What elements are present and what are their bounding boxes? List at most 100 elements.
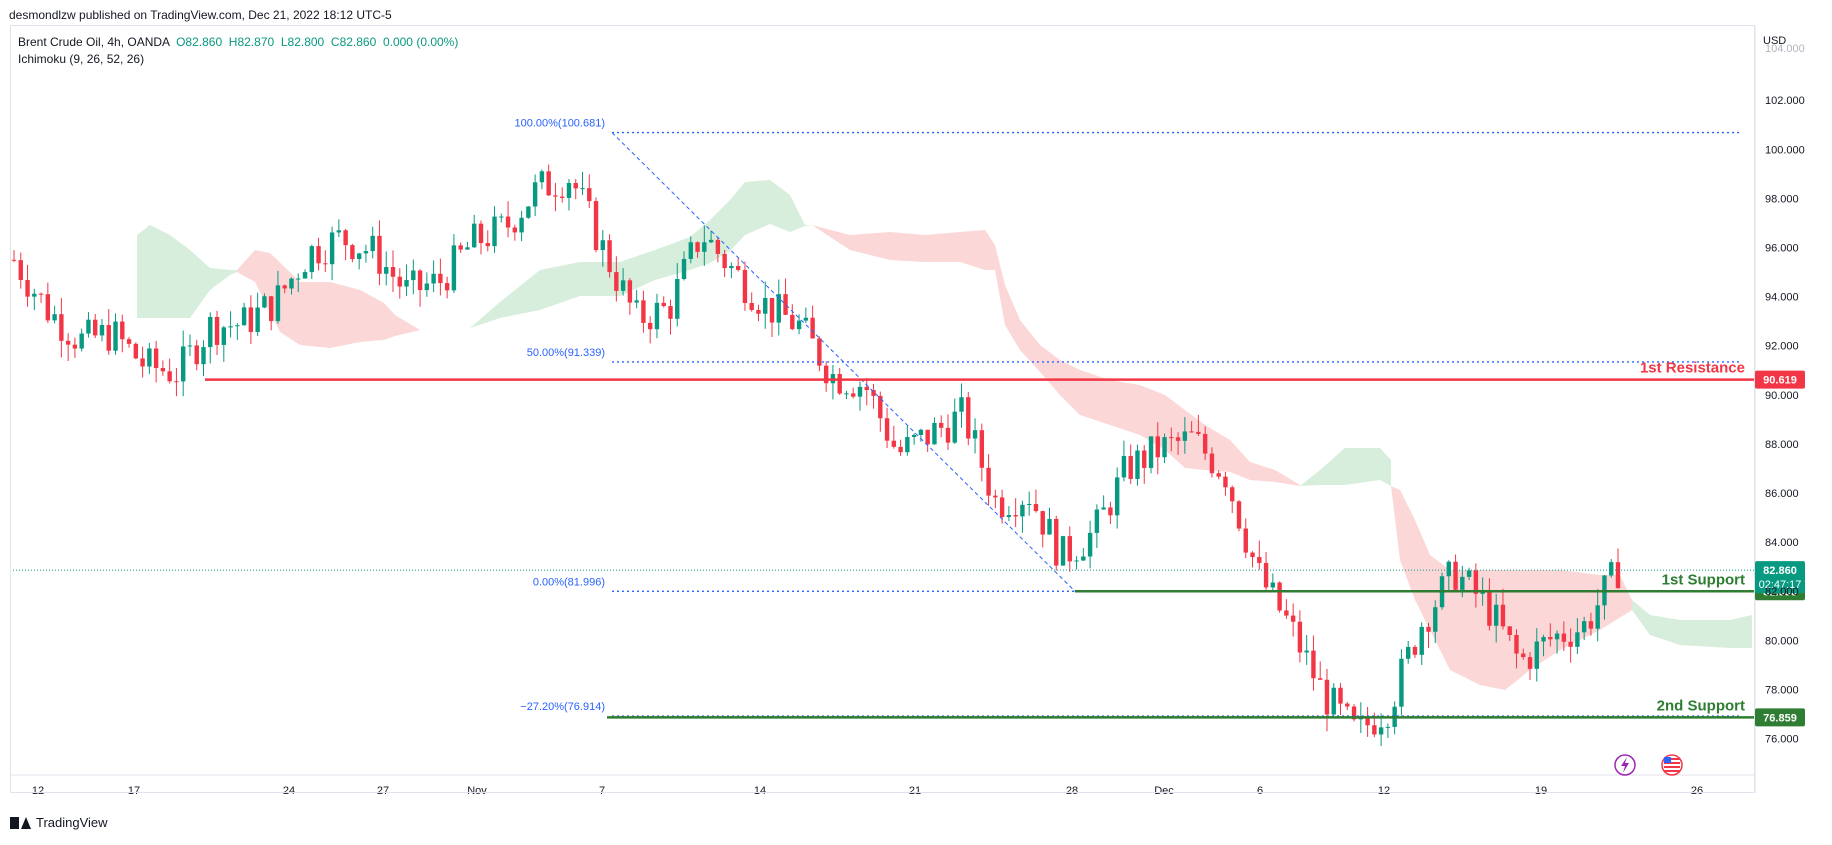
candle-bullish [499, 216, 504, 218]
candle-bullish [472, 223, 477, 248]
candle-bearish [167, 371, 172, 382]
candle-bearish [864, 386, 869, 391]
time-axis-tick: Nov [467, 785, 487, 797]
candle-bullish [681, 258, 687, 279]
candle-bullish [688, 242, 693, 259]
time-axis-tick: 27 [377, 785, 389, 797]
candle-bearish [1426, 626, 1431, 632]
candle-bearish [939, 422, 944, 428]
candle-bullish [566, 182, 572, 198]
candle-bearish [248, 307, 254, 332]
candle-bullish [363, 251, 369, 254]
last-price-label: 82.860 [1763, 565, 1797, 577]
candle-bullish [675, 278, 680, 319]
candle-bullish [86, 319, 91, 334]
ichimoku-cloud-bearish [812, 225, 1300, 486]
publish-info: desmondlzw published on TradingView.com,… [9, 8, 392, 22]
ichimoku-cloud-bearish [237, 250, 470, 348]
candle-bearish [1527, 657, 1533, 669]
ichimoku-cloud-bullish [470, 180, 812, 328]
candle-bearish [614, 272, 619, 291]
candle-bearish [38, 293, 44, 295]
candle-bullish [431, 273, 436, 284]
time-axis-tick: 6 [1257, 785, 1263, 797]
candle-bearish [627, 280, 633, 303]
candle-bearish [478, 223, 484, 244]
currency-label: USD [1763, 35, 1787, 47]
candle-bearish [553, 195, 558, 197]
candle-bullish [1047, 518, 1052, 535]
candle-bearish [742, 269, 748, 303]
candle-bearish [945, 427, 951, 443]
candle-bearish [573, 182, 578, 189]
candle-bullish [451, 245, 457, 291]
candle-bearish [1202, 433, 1208, 454]
candle-bearish [1290, 615, 1296, 622]
candle-bearish [397, 276, 402, 287]
candle-bearish [1365, 716, 1370, 726]
candle-bearish [417, 270, 423, 291]
candle-bullish [776, 294, 781, 323]
price-tag-label: 90.619 [1763, 375, 1797, 387]
ichimoku-cloud-bullish [1300, 448, 1391, 486]
time-axis-tick: 19 [1535, 785, 1547, 797]
candle-bullish [1541, 637, 1546, 642]
candle-bearish [1236, 501, 1242, 529]
level-label: 1st Resistance [1640, 360, 1745, 377]
candle-bullish [1378, 727, 1384, 735]
candle-bearish [715, 239, 721, 254]
candle-bearish [837, 374, 842, 394]
candle-bearish [1250, 552, 1255, 558]
level-label: 2nd Support [1657, 697, 1745, 714]
candle-bearish [485, 243, 490, 247]
candle-bullish [411, 270, 416, 281]
candle-bearish [851, 393, 856, 397]
candle-bearish [1324, 679, 1330, 715]
fib-trend-line [611, 132, 1076, 592]
candle-bullish [1575, 632, 1580, 647]
candle-bearish [1108, 507, 1113, 516]
candle-bullish [1006, 515, 1012, 518]
candle-bearish [1561, 633, 1567, 642]
tradingview-brand[interactable]: TradingView [10, 815, 108, 830]
price-axis-tick: 76.000 [1765, 734, 1799, 746]
price-axis-tick: 80.000 [1765, 635, 1799, 647]
candle-bullish [702, 242, 707, 252]
candle-bearish [817, 338, 822, 366]
candle-bearish [647, 322, 653, 330]
bar-countdown-label: 02:47:17 [1759, 579, 1802, 591]
ohlc-close: C82.860 [330, 35, 377, 49]
candle-bearish [661, 302, 666, 307]
flag-stripe [1664, 758, 1680, 760]
candle-bullish [1419, 626, 1424, 655]
candle-bullish [526, 206, 531, 218]
price-axis-tick: 90.000 [1765, 390, 1799, 402]
candle-bullish [187, 345, 193, 347]
candle-bullish [370, 235, 375, 252]
candle-bearish [1412, 646, 1418, 655]
candle-bearish [979, 430, 985, 468]
candle-bullish [99, 325, 105, 336]
candle-bearish [695, 242, 700, 252]
candle-bearish [438, 273, 443, 284]
candle-bearish [1351, 706, 1357, 720]
candle-bullish [302, 272, 308, 279]
candle-bullish [905, 437, 910, 453]
price-axis-tick: 100.000 [1765, 144, 1805, 156]
candle-bearish [323, 263, 328, 265]
candle-bearish [1223, 476, 1228, 488]
candle-bearish [925, 429, 930, 445]
candle-bullish [1020, 504, 1025, 517]
candle-bearish [878, 395, 883, 419]
candle-bearish [1318, 678, 1323, 680]
candle-bearish [377, 235, 382, 274]
candle-bearish [390, 267, 396, 277]
candle-bullish [1135, 450, 1140, 479]
candle-bearish [783, 294, 788, 315]
indicator-legend[interactable]: Ichimoku (9, 26, 52, 26) [18, 52, 145, 66]
candle-bullish [1331, 687, 1336, 715]
price-axis-tick: 92.000 [1765, 341, 1799, 353]
candle-bearish [1284, 610, 1289, 616]
